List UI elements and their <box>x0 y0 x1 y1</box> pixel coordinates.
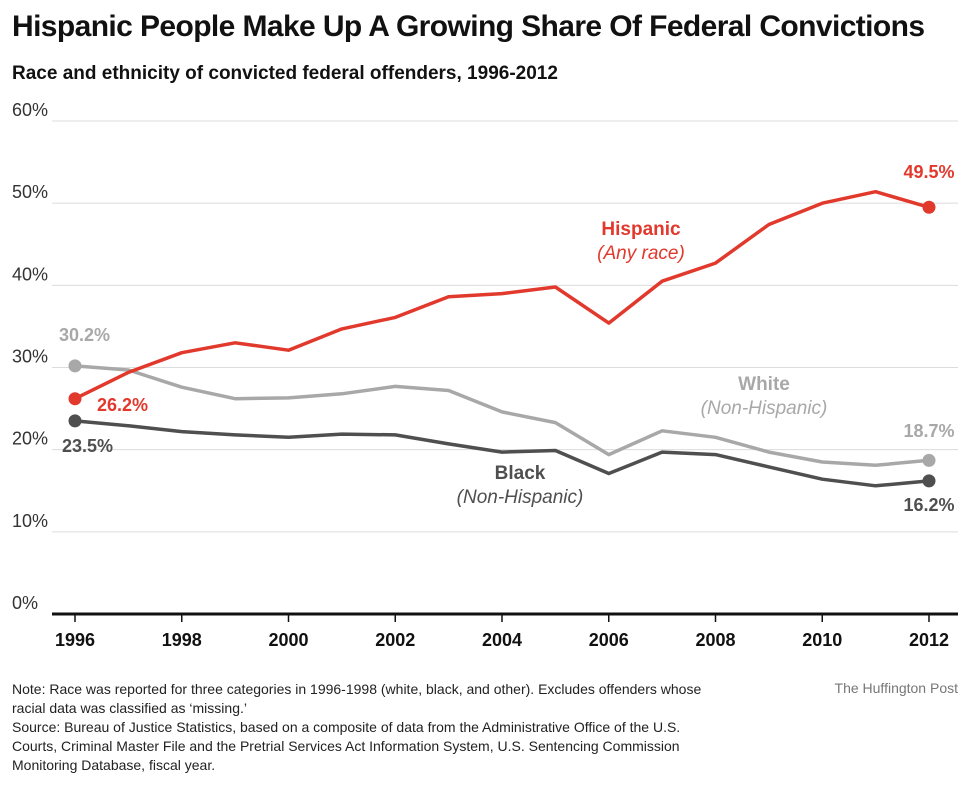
white-series-subtitle: (Non-Hispanic) <box>701 398 828 419</box>
chart-title: Hispanic People Make Up A Growing Share … <box>12 10 924 44</box>
white-start-value: 30.2% <box>59 325 110 345</box>
footnote-line: Note: Race was reported for three catego… <box>12 680 782 699</box>
hispanic-start-value: 26.2% <box>97 395 148 415</box>
white-start-point <box>69 359 82 372</box>
y-axis: 0% 10% 20% 30% 40% 50% 60% <box>12 100 48 613</box>
white-series-name: White <box>738 374 790 395</box>
hispanic-end-value: 49.5% <box>903 162 954 182</box>
footnote-line: Source: Bureau of Justice Statistics, ba… <box>12 718 782 737</box>
x-tick-label: 1996 <box>55 630 95 650</box>
black-start-point <box>69 414 82 427</box>
credit-text: The Huffington Post <box>835 680 958 696</box>
y-tick-label: 20% <box>12 429 48 449</box>
footnote-line: Monitoring Database, fiscal year. <box>12 756 782 775</box>
footnote-line: racial data was classified as ‘missing.’ <box>12 699 782 718</box>
black-series-name: Black <box>495 463 546 484</box>
footnote: Note: Race was reported for three catego… <box>12 680 782 775</box>
x-axis: 1996 1998 2000 2002 2004 2006 2008 2010 2012 <box>55 614 949 650</box>
x-tick-label: 2010 <box>802 630 842 650</box>
black-end-point <box>923 474 936 487</box>
black-start-value: 23.5% <box>62 436 113 456</box>
y-tick-label: 30% <box>12 347 48 367</box>
white-end-value: 18.7% <box>903 421 954 441</box>
black-series-subtitle: (Non-Hispanic) <box>457 487 584 508</box>
white-end-point <box>923 454 936 467</box>
gridlines <box>52 121 958 614</box>
series-lines <box>69 192 936 488</box>
x-tick-label: 2004 <box>482 630 522 650</box>
y-tick-label: 60% <box>12 100 48 120</box>
hispanic-series-subtitle: (Any race) <box>597 243 685 264</box>
x-tick-label: 2012 <box>909 630 949 650</box>
x-tick-label: 2006 <box>589 630 629 650</box>
footnote-line: Courts, Criminal Master File and the Pre… <box>12 737 782 756</box>
y-tick-label: 50% <box>12 182 48 202</box>
x-tick-label: 2008 <box>695 630 735 650</box>
x-tick-label: 1998 <box>162 630 202 650</box>
chart-subtitle: Race and ethnicity of convicted federal … <box>12 63 558 85</box>
y-tick-label: 40% <box>12 264 48 284</box>
hispanic-start-point <box>69 392 82 405</box>
x-tick-label: 2000 <box>268 630 308 650</box>
hispanic-series-name: Hispanic <box>601 219 681 240</box>
y-tick-label: 10% <box>12 511 48 531</box>
y-tick-label: 0% <box>12 593 38 613</box>
x-tick-label: 2002 <box>375 630 415 650</box>
line-chart: 0% 10% 20% 30% 40% 50% 60% 1996 1998 2000 2002 200… <box>0 96 970 666</box>
black-end-value: 16.2% <box>903 495 954 515</box>
hispanic-end-point <box>923 201 936 214</box>
